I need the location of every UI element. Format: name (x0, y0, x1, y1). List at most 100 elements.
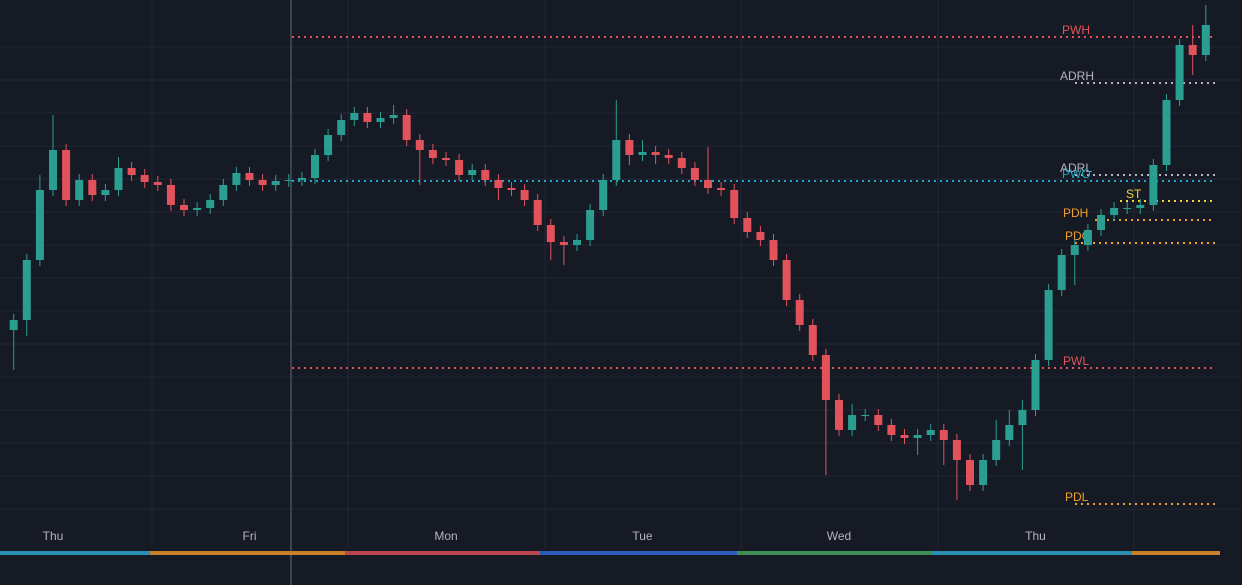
candle-body (1162, 100, 1171, 165)
candle-body (1070, 245, 1079, 255)
candle-body (900, 435, 909, 438)
candle-body (848, 415, 857, 430)
candle-body (75, 180, 84, 200)
candle-body (193, 208, 202, 210)
x-tick-label: Thu (43, 529, 64, 543)
candle-body (1123, 208, 1132, 209)
level-label: ST (1126, 187, 1142, 201)
candle-body (625, 140, 634, 155)
candle-body (140, 175, 149, 182)
candle-body (795, 300, 804, 325)
candle-body (389, 115, 398, 118)
candle-body (415, 140, 424, 150)
candle-body (730, 190, 739, 218)
candle-body (35, 190, 44, 260)
candle-body (258, 180, 267, 185)
candle-body (926, 430, 935, 435)
candle-body (546, 225, 555, 242)
candle-body (756, 232, 765, 240)
candle-body (455, 160, 464, 175)
candle-body (874, 415, 883, 425)
x-tick-label: Fri (243, 529, 257, 543)
candle-body (861, 415, 870, 416)
candle-body (520, 190, 529, 200)
background-grid (0, 0, 1242, 548)
candle-body (952, 440, 961, 460)
candle-body (507, 188, 516, 190)
candle-body (979, 460, 988, 485)
candle-body (1083, 230, 1092, 245)
candle-body (717, 188, 726, 190)
candle-body (651, 152, 660, 155)
candle-body (219, 185, 228, 200)
candle-body (782, 260, 791, 300)
candle-body (363, 113, 372, 122)
candle-body (1149, 165, 1158, 205)
candle-body (599, 180, 608, 210)
candle-body (1031, 360, 1040, 410)
candle-body (324, 135, 333, 155)
candle-body (1201, 25, 1210, 55)
candle-body (442, 158, 450, 160)
x-tick-label: Thu (1025, 529, 1046, 543)
candle-body (533, 200, 542, 225)
candle-body (677, 158, 686, 168)
candle-body (1057, 255, 1066, 290)
candle-body (49, 150, 57, 190)
candle-body (284, 180, 293, 181)
level-label: PWL (1063, 354, 1089, 368)
candle-body (808, 325, 817, 355)
candle-body (88, 180, 97, 195)
level-label: PDH (1063, 206, 1088, 220)
candle-body (101, 190, 110, 195)
candle-body (690, 168, 699, 180)
candle-body (468, 170, 477, 175)
candle-body (22, 260, 31, 320)
level-label: ADRH (1060, 69, 1094, 83)
session-strip (0, 551, 1220, 555)
candle-body (376, 118, 385, 122)
candle-body (127, 168, 136, 175)
candle-body (297, 178, 306, 180)
candle-body (153, 182, 162, 185)
x-tick-label: Tue (632, 529, 653, 543)
candle-body (494, 180, 503, 188)
candle-body (1110, 208, 1119, 215)
candle-body (1005, 425, 1014, 440)
level-label: PWH (1062, 23, 1090, 37)
candle-body (271, 181, 280, 185)
candle-body (966, 460, 974, 485)
candle-body (245, 173, 254, 180)
level-label: PWO (1062, 167, 1091, 181)
candle-body (350, 113, 359, 120)
level-label: ADRL (1060, 161, 1092, 175)
candle-body (835, 400, 843, 430)
candle-body (638, 152, 647, 155)
candle-body (612, 140, 621, 180)
candle-body (180, 205, 188, 210)
candle-body (664, 155, 673, 158)
candle-body (1018, 410, 1027, 425)
candle-body (1044, 290, 1053, 360)
candle-body (1097, 215, 1105, 230)
candle-body (586, 210, 595, 240)
candle-body (913, 435, 922, 438)
candle-body (206, 200, 215, 208)
candle-body (1136, 205, 1145, 208)
candle-body (402, 115, 411, 140)
candle-body (559, 242, 568, 245)
candle-body (743, 218, 752, 232)
candle-body (311, 155, 319, 178)
x-tick-label: Wed (827, 529, 851, 543)
candle-body (166, 185, 175, 205)
candle-body (573, 240, 581, 245)
level-label: PDL (1065, 490, 1089, 504)
candle-body (232, 173, 241, 185)
candle-body (992, 440, 1001, 460)
candle-body (428, 150, 437, 158)
candle-body (9, 320, 18, 330)
candle-body (1188, 45, 1197, 55)
candle-body (887, 425, 896, 435)
candle-body (481, 170, 490, 180)
